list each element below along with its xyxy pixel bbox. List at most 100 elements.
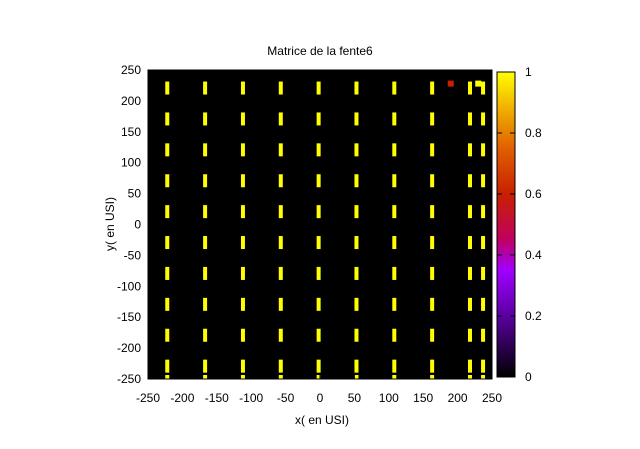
- heatmap-cell: [354, 112, 359, 126]
- heatmap-cell: [316, 205, 321, 219]
- colorbar: [496, 71, 516, 378]
- x-tick-label: 250: [482, 391, 502, 405]
- heatmap-cell: [316, 297, 321, 311]
- heatmap-cell: [316, 375, 321, 379]
- heatmap-cell: [278, 266, 283, 280]
- y-axis-label: y( en USI): [103, 197, 117, 251]
- heatmap-cell: [430, 143, 435, 157]
- heatmap-cell: [392, 375, 397, 379]
- x-tick-label: 50: [348, 391, 362, 405]
- y-tick-label: -150: [117, 310, 141, 324]
- heatmap-cell: [278, 174, 283, 188]
- y-tick-label: 0: [134, 218, 141, 232]
- y-tick-label: 50: [128, 187, 142, 201]
- heatmap-cell: [165, 112, 170, 126]
- colorbar-tick-label: 0.2: [525, 309, 542, 323]
- x-tick-label: -250: [136, 391, 160, 405]
- y-tick-label: 250: [121, 63, 141, 77]
- heatmap-cell: [481, 205, 486, 219]
- heatmap-cell: [447, 80, 454, 87]
- heatmap-cells: [165, 80, 486, 379]
- heatmap-cell: [392, 266, 397, 280]
- heatmap-cell: [203, 174, 208, 188]
- y-tick-label: -200: [117, 341, 141, 355]
- heatmap-cell: [481, 266, 486, 280]
- heatmap-cell: [430, 266, 435, 280]
- heatmap-cell: [467, 266, 472, 280]
- y-axis: 250 200 150 100 50 0 -50 -100 -150 -200 -250: [117, 63, 492, 386]
- x-tick-label: 0: [317, 391, 324, 405]
- heatmap-cell: [430, 174, 435, 188]
- heatmap-cell: [430, 112, 435, 126]
- x-tick-label: 200: [448, 391, 468, 405]
- heatmap-cell: [392, 236, 397, 250]
- heatmap-cell: [316, 174, 321, 188]
- heatmap-cell: [467, 174, 472, 188]
- heatmap-cell: [392, 328, 397, 342]
- heatmap-cell: [467, 112, 472, 126]
- heatmap-cell: [392, 112, 397, 126]
- y-tick-label: 100: [121, 156, 141, 170]
- heatmap-cell: [354, 143, 359, 157]
- x-axis-label: x( en USI): [295, 413, 349, 427]
- heatmap-cell: [481, 236, 486, 250]
- heatmap-cell: [481, 297, 486, 311]
- heatmap-cell: [165, 81, 170, 95]
- y-tick-label: -100: [117, 279, 141, 293]
- heatmap-cell: [316, 81, 321, 95]
- heatmap-cell: [430, 297, 435, 311]
- heatmap-cell: [467, 236, 472, 250]
- colorbar-tick-label: 0.8: [525, 126, 542, 140]
- heatmap-cell: [316, 266, 321, 280]
- heatmap-cell: [165, 297, 170, 311]
- heatmap-cell: [430, 359, 435, 373]
- heatmap-cell: [278, 359, 283, 373]
- heatmap-cell: [467, 81, 472, 95]
- heatmap-cell: [481, 174, 486, 188]
- heatmap-cell: [165, 236, 170, 250]
- x-tick-label: -150: [205, 391, 229, 405]
- heatmap-cell: [240, 236, 245, 250]
- x-tick-label: 100: [379, 391, 399, 405]
- heatmap-cell: [481, 359, 486, 373]
- heatmap-cell: [165, 174, 170, 188]
- colorbar-tick-label: 0.6: [525, 187, 542, 201]
- heatmap-cell: [354, 205, 359, 219]
- heatmap-cell: [481, 328, 486, 342]
- heatmap-cell: [316, 328, 321, 342]
- heatmap-cell: [165, 359, 170, 373]
- heatmap-cell: [203, 297, 208, 311]
- heatmap-cell: [481, 81, 486, 95]
- heatmap-cell: [467, 297, 472, 311]
- heatmap-cell: [240, 297, 245, 311]
- heatmap-cell: [430, 328, 435, 342]
- heatmap-cell: [278, 328, 283, 342]
- heatmap-cell: [467, 205, 472, 219]
- heatmap-cell: [278, 143, 283, 157]
- heatmap-cell: [203, 205, 208, 219]
- heatmap-cell: [278, 81, 283, 95]
- heatmap-cell: [203, 359, 208, 373]
- heatmap-cell: [316, 112, 321, 126]
- heatmap-cell: [165, 143, 170, 157]
- heatmap-cell: [165, 266, 170, 280]
- heatmap-cell: [354, 297, 359, 311]
- heatmap-cell: [278, 112, 283, 126]
- colorbar-tick-label: 0: [525, 370, 532, 384]
- heatmap-cell: [430, 375, 435, 379]
- heatmap-cell: [240, 81, 245, 95]
- x-axis: -250 -200 -150 -100 -50 0 50 100 150 200 250: [136, 70, 502, 405]
- heatmap-cell: [278, 205, 283, 219]
- heatmap-cell: [354, 375, 359, 379]
- heatmap-cell: [278, 375, 283, 379]
- heatmap-cell: [354, 174, 359, 188]
- heatmap-cell: [467, 143, 472, 157]
- colorbar-ticks: 1 0.8 0.6 0.4 0.2 0: [497, 65, 542, 384]
- heatmap-cell: [240, 174, 245, 188]
- heatmap-cell: [354, 359, 359, 373]
- heatmap-cell: [203, 266, 208, 280]
- heatmap-cell: [481, 375, 486, 379]
- heatmap-cell: [203, 143, 208, 157]
- heatmap-cell: [165, 375, 170, 379]
